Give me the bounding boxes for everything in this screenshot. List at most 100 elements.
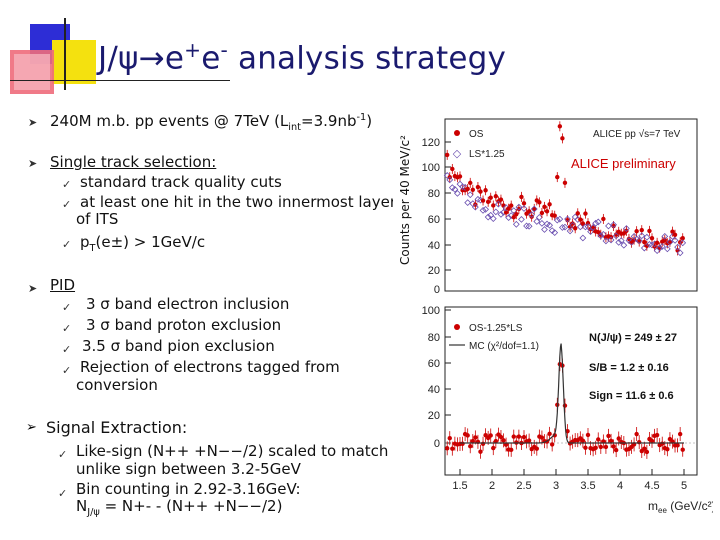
ls-point (518, 215, 525, 223)
os-point (575, 211, 580, 216)
bottom-ytick: 100 (422, 305, 440, 317)
annotation-significance: Sign = 11.6 ± 0.6 (589, 390, 674, 402)
os-point (573, 226, 578, 231)
os-point (670, 229, 675, 234)
ls-point (530, 205, 538, 213)
subtracted-point (470, 438, 475, 444)
invariant-mass-plot: Counts per 40 MeV/c² 120 100 80 60 40 20… (393, 95, 713, 523)
ls-point (479, 207, 487, 214)
os-point (521, 201, 527, 206)
check-icon: ✓ (62, 301, 72, 314)
subtracted-point (654, 432, 660, 438)
os-point (506, 206, 511, 211)
subtracted-point (450, 446, 455, 451)
os-point (647, 228, 652, 234)
subtracted-point (473, 435, 478, 440)
pid-conversion-line2: conversion (76, 376, 158, 394)
like-sign-line2: unlike sign between 3.2-5GeV (76, 460, 301, 478)
ls-point (617, 237, 625, 244)
os-point (468, 180, 473, 186)
os-point (557, 124, 563, 129)
subtracted-point (680, 447, 685, 452)
subtracted-point (549, 442, 555, 447)
os-point (611, 223, 616, 229)
os-point (662, 237, 667, 243)
ls-point (620, 241, 628, 249)
subtracted-point (677, 431, 683, 437)
ls-point (663, 245, 671, 253)
bullet-signal-extraction: Signal Extraction: (46, 418, 188, 437)
ls-point (566, 227, 574, 235)
ls-point (533, 218, 541, 225)
ls-point (579, 234, 587, 242)
subtracted-point (608, 438, 614, 444)
ls-point (543, 220, 551, 228)
ls-point (525, 222, 533, 230)
subtracted-point (562, 403, 568, 408)
check-icon: ✓ (58, 448, 68, 461)
check-icon: ✓ (62, 322, 72, 335)
ls-point (466, 191, 474, 199)
ls-point (638, 232, 646, 240)
subtracted-point (498, 434, 504, 440)
ls-point (446, 176, 454, 184)
subtracted-point (509, 447, 514, 453)
os-point (680, 236, 685, 241)
bottom-ytick: 80 (428, 332, 440, 344)
ls-point (551, 229, 559, 237)
os-point (583, 211, 588, 216)
pid-proton: 3 σ band proton exclusion (86, 316, 282, 334)
x-axis-label: mee (GeV/c²) (648, 499, 713, 515)
os-point (480, 198, 486, 203)
subtracted-point (534, 446, 539, 451)
ls-point (666, 238, 674, 246)
ls-point (556, 215, 564, 223)
pid-pion: 3.5 σ band pion exclusion (82, 337, 275, 355)
ls-point (610, 221, 617, 229)
os-point (672, 232, 678, 237)
xtick: 4.5 (644, 480, 659, 492)
os-point (560, 136, 565, 141)
slide-title: J/ψ→e+e- analysis strategy (98, 38, 507, 77)
ls-point (471, 203, 479, 211)
top-ytick: 60 (428, 214, 440, 226)
os-point (562, 180, 568, 186)
logo-square-yellow (52, 40, 96, 84)
subtracted-point (493, 438, 499, 444)
os-point (470, 187, 475, 192)
ls-point (656, 244, 664, 252)
subtracted-point (637, 439, 642, 445)
logo-square-pink (14, 54, 50, 90)
top-ytick: 80 (428, 188, 440, 200)
os-point (475, 184, 481, 190)
ls-point (464, 199, 472, 207)
subtracted-point (447, 435, 452, 441)
top-ytick: 40 (428, 240, 440, 252)
os-point (644, 243, 650, 248)
legend-os-marker (454, 130, 460, 136)
subtracted-point (501, 438, 506, 443)
subtracted-point (585, 432, 591, 438)
bullet-track-selection: Single track selection: (50, 153, 217, 171)
subtracted-point (613, 447, 619, 453)
xtick: 5 (681, 480, 687, 492)
subtracted-point (521, 434, 527, 440)
os-point (485, 199, 491, 205)
ls-point (505, 214, 513, 222)
os-point (634, 228, 639, 234)
top-ytick: 100 (422, 162, 440, 174)
ls-point (528, 211, 536, 219)
subtracted-point (445, 446, 450, 451)
os-point (514, 211, 519, 217)
os-point (465, 186, 470, 192)
ls-point (553, 216, 561, 224)
bin-counting-formula: NJ/ψ = N+- - (N++ +N−−/2) (76, 497, 283, 518)
ls-point (448, 184, 456, 192)
ls-point (592, 219, 600, 227)
ls-point (576, 223, 584, 231)
ls-point (605, 222, 612, 230)
its-hit-line2: of ITS (76, 210, 119, 228)
os-point (450, 166, 455, 172)
os-point (570, 221, 575, 226)
ls-point (484, 213, 492, 221)
